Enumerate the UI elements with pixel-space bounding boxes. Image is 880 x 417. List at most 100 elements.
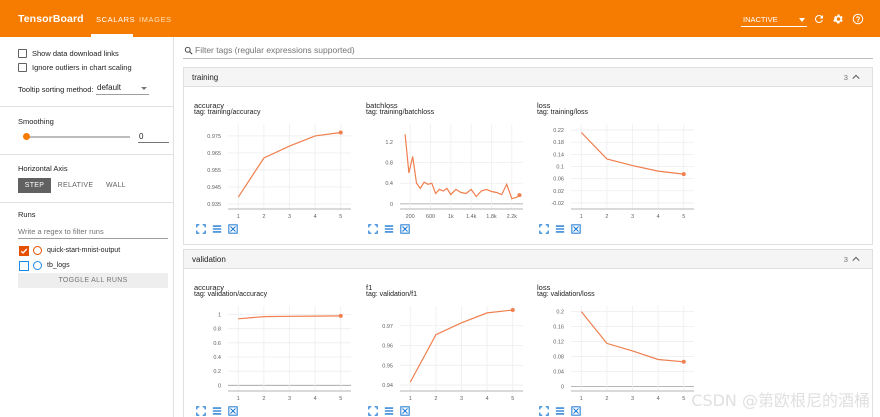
ignore-outliers-checkbox[interactable] [18, 62, 27, 72]
series-line [404, 134, 520, 200]
runs-filter-input[interactable]: Write a regex to filter runs [18, 226, 168, 239]
settings-icon[interactable] [832, 13, 844, 25]
y-tick-label: 0.965 [207, 151, 221, 157]
smoothing-slider-track[interactable] [26, 136, 130, 138]
x-tick-label: 1 [409, 396, 412, 402]
chart-toolbar [196, 406, 238, 416]
top-bar: TensorBoard SCALARS IMAGES INACTIVE [0, 0, 880, 37]
group-header-training[interactable]: training 3 [183, 67, 873, 87]
chart-toolbar [539, 406, 581, 416]
x-tick-label: 2.2k [507, 214, 518, 220]
log-scale-icon[interactable] [384, 406, 394, 416]
x-tick-label: 3 [631, 214, 634, 220]
x-tick-label: 1 [237, 396, 240, 402]
smoothing-slider-thumb[interactable] [23, 133, 30, 140]
run-item-quick-start[interactable]: quick-start-mnist-output [19, 245, 120, 256]
chart-tag: tag: validation/accuracy [194, 291, 268, 298]
fit-domain-icon[interactable] [228, 406, 238, 416]
smoothing-input[interactable]: 0 [138, 130, 169, 143]
line-chart[interactable]: 0.975 0.965 0.955 0.945 0.935 1 2 3 4 5 [194, 121, 359, 221]
divider [0, 106, 174, 107]
fullscreen-icon[interactable] [368, 406, 378, 416]
tag-filter[interactable]: Filter tags (regular expressions support… [183, 43, 873, 59]
fit-domain-icon[interactable] [400, 406, 410, 416]
watermark: CSDN @第欧根尼的酒桶 [691, 391, 870, 410]
run-color-dot[interactable] [33, 246, 42, 255]
x-tick-label: 2 [262, 214, 265, 220]
y-tick-label: 0.1 [556, 165, 564, 171]
x-tick-label: 1k [448, 214, 454, 220]
group-count-value: 3 [843, 73, 848, 82]
fullscreen-icon[interactable] [539, 224, 549, 234]
chart-tag: tag: training/loss [537, 109, 588, 116]
line-chart[interactable]: 0.2 0.16 0.12 0.08 0.04 0 1 2 3 4 5 [537, 303, 702, 403]
y-tick-label: 0.96 [382, 344, 393, 350]
divider [0, 154, 174, 155]
x-tick-label: 5 [339, 214, 342, 220]
group-header-validation[interactable]: validation 3 [183, 249, 873, 269]
run-checkbox-checked[interactable] [19, 245, 29, 256]
line-chart[interactable]: 1.2 0.8 0.4 0 200 600 1k 1.4k 1.8k 2.2k [366, 121, 531, 221]
axis-wall-button[interactable]: WALL [105, 182, 126, 189]
chevron-up-icon[interactable] [852, 256, 860, 262]
log-scale-icon[interactable] [212, 406, 222, 416]
y-tick-label: 0 [561, 385, 564, 391]
refresh-icon[interactable] [813, 13, 825, 25]
y-tick-label: 0.08 [553, 355, 564, 361]
y-tick-label: 0.935 [207, 202, 221, 208]
run-item-tb-logs[interactable]: tb_logs [19, 260, 70, 271]
last-point-marker [510, 307, 515, 312]
x-tick-label: 2 [605, 396, 608, 402]
active-tab-indicator [91, 34, 133, 37]
show-download-option[interactable]: Show data download links [18, 47, 119, 59]
y-tick-label: 0 [218, 383, 221, 389]
log-scale-icon[interactable] [384, 224, 394, 234]
series-line [580, 132, 684, 175]
fullscreen-icon[interactable] [368, 224, 378, 234]
show-download-checkbox[interactable] [18, 48, 27, 58]
fit-domain-icon[interactable] [228, 224, 238, 234]
fullscreen-icon[interactable] [196, 406, 206, 416]
toggle-all-runs-button[interactable]: TOGGLE ALL RUNS [18, 273, 168, 288]
series-line [580, 311, 684, 363]
x-tick-label: 3 [288, 214, 291, 220]
last-point-marker [517, 193, 522, 198]
fit-domain-icon[interactable] [571, 224, 581, 234]
axis-step-button[interactable]: STEP [18, 178, 51, 193]
axis-relative-button[interactable]: RELATIVE [57, 182, 94, 189]
help-icon[interactable] [852, 13, 864, 25]
fit-domain-icon[interactable] [571, 406, 581, 416]
x-tick-label: 5 [682, 396, 685, 402]
chart-toolbar [196, 224, 238, 234]
log-scale-icon[interactable] [555, 224, 565, 234]
line-chart[interactable]: 0.22 0.18 0.14 0.1 0.06 0.02 -0.02 1 2 3 4 5 [537, 121, 702, 221]
line-chart[interactable]: 1 0.8 0.6 0.4 0.2 0 1 2 3 4 5 [194, 303, 359, 403]
group-count-value: 3 [843, 255, 848, 264]
tab-images[interactable]: IMAGES [139, 15, 172, 24]
line-chart[interactable]: 0.97 0.96 0.95 0.94 1 2 3 4 5 [366, 303, 531, 403]
run-name: tb_logs [47, 262, 70, 269]
y-tick-label: 0.94 [382, 383, 393, 389]
tab-scalars[interactable]: SCALARS [96, 15, 136, 24]
run-status-select[interactable]: INACTIVE [741, 13, 807, 27]
x-tick-label: 200 [406, 214, 415, 220]
run-name: quick-start-mnist-output [47, 247, 121, 254]
ignore-outliers-option[interactable]: Ignore outliers in chart scaling [18, 61, 132, 73]
run-checkbox[interactable] [19, 260, 29, 271]
y-tick-label: 0.975 [207, 134, 221, 140]
chart-tag: tag: training/accuracy [194, 109, 261, 116]
tooltip-sorting-select[interactable]: default [96, 81, 149, 95]
x-tick-label: 1 [580, 396, 583, 402]
fullscreen-icon[interactable] [539, 406, 549, 416]
log-scale-icon[interactable] [212, 224, 222, 234]
fit-domain-icon[interactable] [400, 224, 410, 234]
y-tick-label: 0.18 [553, 140, 564, 146]
chart-toolbar [368, 224, 410, 234]
run-color-dot[interactable] [33, 261, 42, 270]
fullscreen-icon[interactable] [196, 224, 206, 234]
chevron-up-icon[interactable] [852, 74, 860, 80]
runs-label: Runs [18, 210, 36, 219]
y-tick-label: 0.14 [553, 152, 564, 158]
chart-card: loss tag: training/loss 0.22 0.18 0.14 0.1 0.0… [537, 101, 702, 241]
log-scale-icon[interactable] [555, 406, 565, 416]
